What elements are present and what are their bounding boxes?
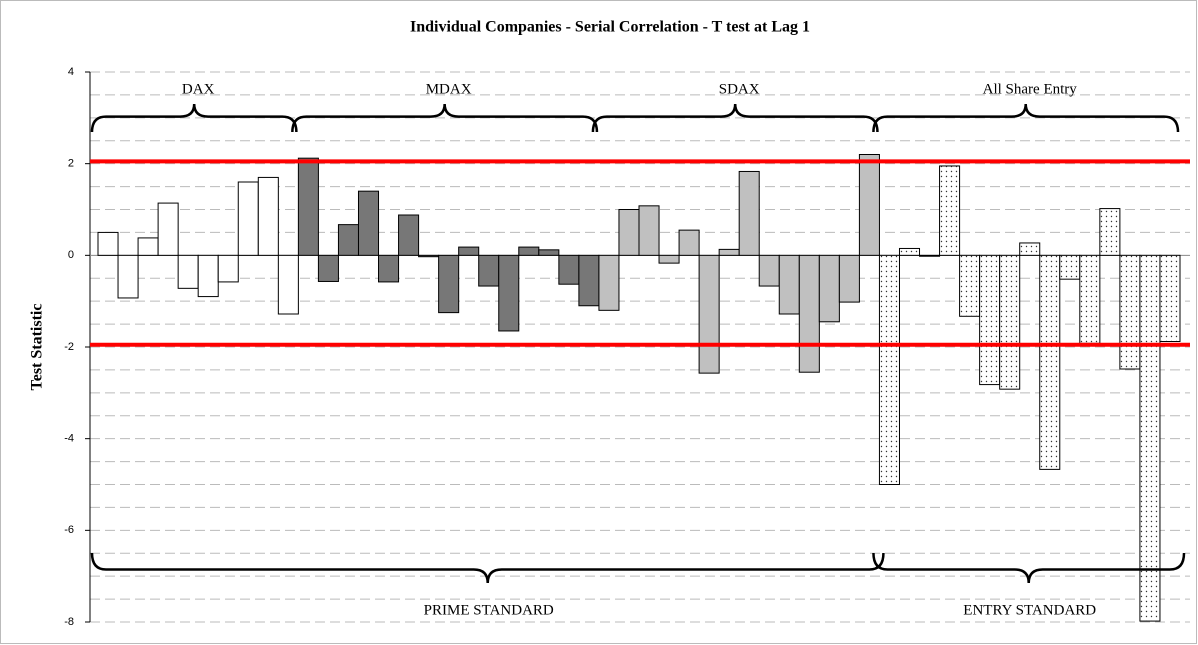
bar [1039, 254, 1061, 470]
group-brace [90, 552, 885, 584]
chart-title: Individual Companies - Serial Correlatio… [410, 19, 810, 36]
bar [718, 248, 740, 256]
bar [939, 165, 961, 256]
bar [117, 254, 139, 299]
bar [758, 254, 780, 287]
bar [638, 205, 660, 256]
bar [297, 157, 319, 256]
bar [979, 254, 1001, 386]
bar [478, 254, 500, 287]
bar [858, 154, 880, 256]
bar [217, 254, 239, 283]
y-tick-label: 0 [68, 249, 74, 261]
y-tick-label: -6 [64, 524, 74, 536]
y-axis-label: Test Statistic [29, 304, 46, 391]
y-tick-label: 2 [68, 158, 74, 170]
bar [277, 254, 299, 315]
bar [378, 254, 400, 283]
group-label: ENTRY STANDARD [963, 602, 1096, 618]
bar [1139, 254, 1161, 622]
bar [878, 254, 900, 485]
series-brace [872, 103, 1180, 133]
bar [357, 190, 380, 256]
series-label: MDAX [426, 81, 472, 97]
bar [317, 254, 339, 282]
bar [177, 254, 199, 289]
bar [498, 254, 520, 332]
bar [738, 170, 760, 256]
bar [818, 254, 840, 323]
bar [518, 246, 540, 256]
group-brace [872, 552, 1186, 584]
bar [778, 254, 800, 315]
y-tick-label: -4 [64, 433, 74, 445]
y-tick-label: 4 [68, 66, 74, 78]
bar [698, 254, 720, 374]
bar [558, 254, 580, 285]
bar [97, 231, 119, 256]
series-label: DAX [182, 81, 215, 97]
bar [257, 176, 279, 256]
series-brace [90, 103, 298, 133]
bar [959, 254, 981, 317]
bar [157, 202, 179, 256]
series-brace [291, 103, 599, 133]
bar [1159, 254, 1181, 342]
bar [578, 254, 600, 307]
bar [1059, 254, 1081, 280]
bar [658, 254, 680, 264]
bar [798, 254, 820, 373]
bar [678, 229, 700, 256]
bar [458, 246, 480, 256]
bar [398, 214, 420, 256]
bar [538, 249, 560, 256]
bar [1019, 242, 1041, 256]
bar [1119, 254, 1141, 370]
bar [418, 254, 440, 258]
bar [618, 209, 640, 256]
y-tick-label: -2 [64, 341, 74, 353]
group-label: PRIME STANDARD [424, 602, 554, 618]
bar [1099, 208, 1121, 256]
bar [898, 247, 921, 256]
bar [438, 254, 460, 314]
bar [919, 254, 941, 257]
series-label: All Share Entry [983, 81, 1078, 97]
bar [838, 254, 860, 303]
bar [999, 254, 1021, 390]
bar [197, 254, 219, 298]
bar [137, 237, 159, 256]
y-tick-label: -8 [64, 616, 74, 628]
series-brace [591, 103, 879, 133]
bar [1079, 254, 1101, 344]
bar [337, 224, 359, 256]
bar [598, 254, 620, 311]
bar [237, 181, 259, 256]
series-label: SDAX [719, 81, 760, 97]
